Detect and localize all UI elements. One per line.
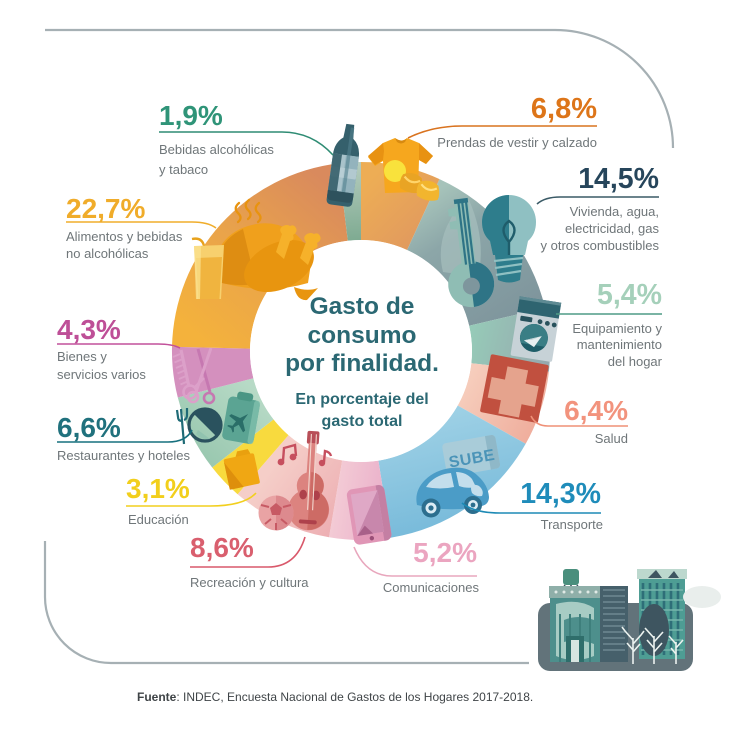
svg-text:Vivienda, agua,: Vivienda, agua, <box>570 204 659 219</box>
svg-text:Recreación y cultura: Recreación y cultura <box>190 575 309 590</box>
svg-text:En porcentaje del: En porcentaje del <box>295 391 428 408</box>
svg-text:del hogar: del hogar <box>608 354 663 369</box>
svg-text:y otros combustibles: y otros combustibles <box>541 238 660 253</box>
svg-text:8,6%: 8,6% <box>190 532 254 563</box>
svg-text:6,4%: 6,4% <box>564 395 628 426</box>
svg-text:Prendas de vestir y calzado: Prendas de vestir y calzado <box>437 135 597 150</box>
svg-text:electricidad, gas: electricidad, gas <box>565 221 659 236</box>
svg-text:5,2%: 5,2% <box>413 537 477 568</box>
svg-text:consumo: consumo <box>308 322 417 349</box>
svg-text:Bebidas alcohólicas: Bebidas alcohólicas <box>159 142 274 157</box>
svg-text:6,6%: 6,6% <box>57 412 121 443</box>
svg-text:Transporte: Transporte <box>541 517 603 532</box>
svg-text:22,7%: 22,7% <box>66 193 145 224</box>
svg-text:6,8%: 6,8% <box>531 93 597 125</box>
svg-text:Bienes y: Bienes y <box>57 349 107 364</box>
svg-text:no alcohólicas: no alcohólicas <box>66 246 149 261</box>
svg-text:mantenimiento: mantenimiento <box>577 337 662 352</box>
svg-text:y tabaco: y tabaco <box>159 162 208 177</box>
svg-text:por finalidad.: por finalidad. <box>285 350 439 377</box>
svg-text:Comunicaciones: Comunicaciones <box>383 580 480 595</box>
svg-text:14,5%: 14,5% <box>578 163 659 195</box>
svg-text:Educación: Educación <box>128 512 189 527</box>
svg-text:5,4%: 5,4% <box>597 279 662 311</box>
svg-text:Fuente: INDEC, Encuesta Nacion: Fuente: INDEC, Encuesta Nacional de Gast… <box>137 690 533 704</box>
svg-text:4,3%: 4,3% <box>57 314 121 345</box>
svg-text:gasto total: gasto total <box>322 413 403 430</box>
svg-text:servicios varios: servicios varios <box>57 367 146 382</box>
svg-text:Salud: Salud <box>595 431 628 446</box>
svg-text:Gasto de: Gasto de <box>310 293 415 320</box>
svg-text:1,9%: 1,9% <box>159 100 223 131</box>
svg-text:Alimentos y bebidas: Alimentos y bebidas <box>66 229 183 244</box>
svg-text:Equipamiento y: Equipamiento y <box>572 321 662 336</box>
svg-text:Restaurantes y hoteles: Restaurantes y hoteles <box>57 448 190 463</box>
svg-text:14,3%: 14,3% <box>520 478 601 510</box>
svg-text:3,1%: 3,1% <box>126 473 190 504</box>
